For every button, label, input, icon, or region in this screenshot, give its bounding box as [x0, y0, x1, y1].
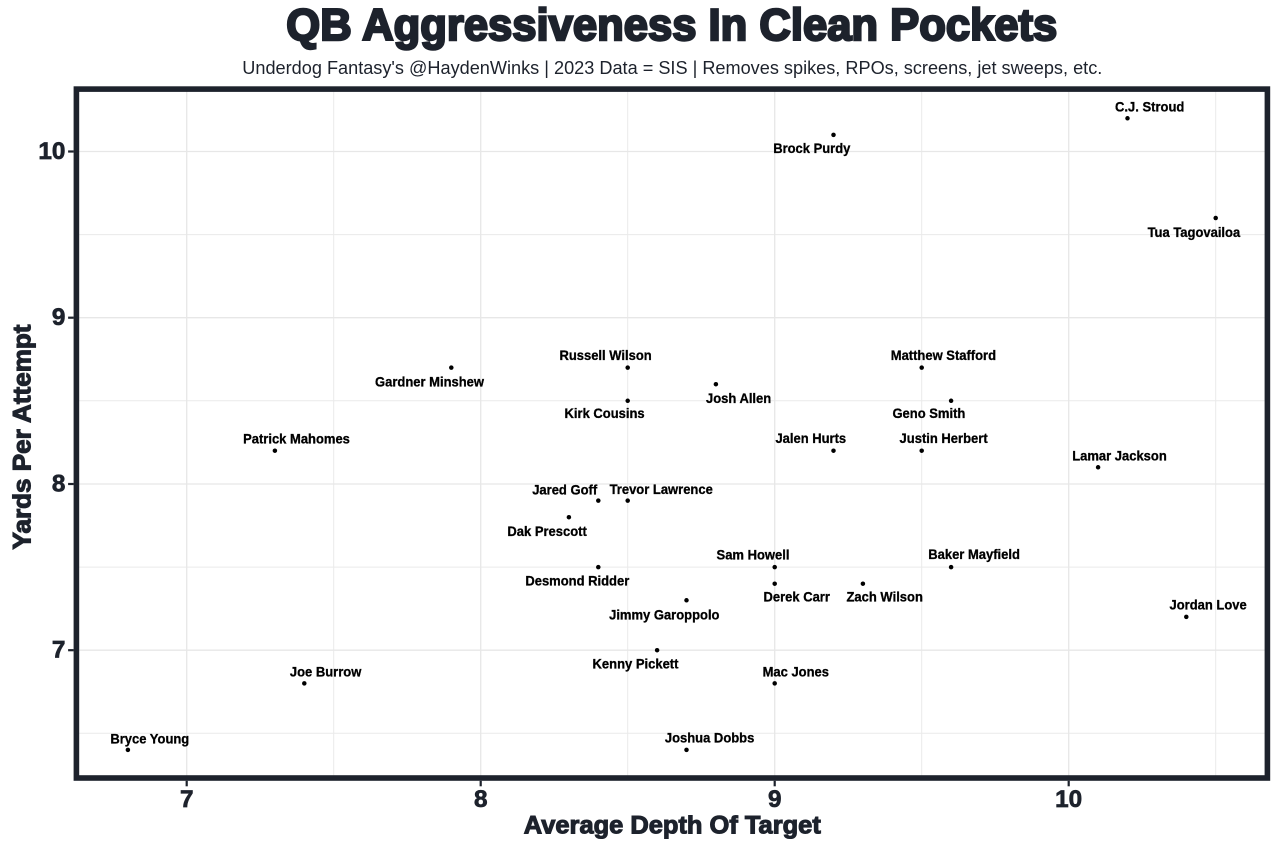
- svg-text:QB Aggressiveness In Clean Poc: QB Aggressiveness In Clean Pockets: [286, 1, 1057, 50]
- svg-text:Kenny Pickett: Kenny Pickett: [593, 655, 679, 671]
- svg-text:Trevor Lawrence: Trevor Lawrence: [610, 481, 713, 497]
- svg-text:Russell Wilson: Russell Wilson: [559, 347, 651, 363]
- svg-text:Patrick Mahomes: Patrick Mahomes: [243, 431, 350, 447]
- svg-text:Jalen Hurts: Jalen Hurts: [775, 430, 846, 446]
- svg-text:Underdog Fantasy's @HaydenWink: Underdog Fantasy's @HaydenWinks | 2023 D…: [242, 57, 1102, 78]
- svg-text:Geno Smith: Geno Smith: [892, 405, 965, 421]
- svg-text:Jordan Love: Jordan Love: [1170, 597, 1247, 613]
- svg-text:Jimmy Garoppolo: Jimmy Garoppolo: [609, 606, 719, 622]
- svg-text:Tua Tagovailoa: Tua Tagovailoa: [1148, 224, 1241, 240]
- svg-text:Baker Mayfield: Baker Mayfield: [928, 546, 1020, 562]
- svg-text:Yards Per Attempt: Yards Per Attempt: [10, 325, 37, 550]
- svg-text:10: 10: [1055, 786, 1082, 813]
- svg-text:10: 10: [38, 138, 65, 165]
- svg-text:8: 8: [474, 786, 488, 813]
- svg-text:7: 7: [180, 786, 194, 813]
- svg-text:7: 7: [52, 637, 66, 664]
- svg-text:Brock Purdy: Brock Purdy: [773, 140, 850, 156]
- svg-text:C.J. Stroud: C.J. Stroud: [1115, 98, 1184, 114]
- svg-text:8: 8: [52, 471, 66, 498]
- svg-text:Jared Goff: Jared Goff: [532, 481, 597, 497]
- svg-text:Bryce Young: Bryce Young: [110, 731, 189, 747]
- svg-text:Dak Prescott: Dak Prescott: [507, 523, 587, 539]
- svg-text:Zach Wilson: Zach Wilson: [847, 589, 923, 605]
- svg-text:Matthew Stafford: Matthew Stafford: [891, 347, 996, 363]
- svg-text:Joshua Dobbs: Joshua Dobbs: [665, 729, 755, 745]
- svg-text:Joe Burrow: Joe Burrow: [290, 663, 362, 679]
- svg-text:Derek Carr: Derek Carr: [764, 589, 831, 605]
- svg-text:Mac Jones: Mac Jones: [763, 663, 830, 679]
- svg-text:9: 9: [52, 304, 66, 331]
- svg-text:Lamar Jackson: Lamar Jackson: [1072, 447, 1167, 463]
- svg-text:Josh Allen: Josh Allen: [706, 390, 771, 406]
- svg-text:Kirk Cousins: Kirk Cousins: [565, 405, 645, 421]
- svg-text:9: 9: [768, 786, 782, 813]
- svg-text:Desmond Ridder: Desmond Ridder: [525, 572, 629, 588]
- svg-text:Sam Howell: Sam Howell: [717, 547, 790, 563]
- svg-text:Average Depth Of Target: Average Depth Of Target: [524, 813, 821, 840]
- svg-text:Justin Herbert: Justin Herbert: [900, 430, 988, 446]
- svg-text:Gardner Minshew: Gardner Minshew: [375, 373, 484, 389]
